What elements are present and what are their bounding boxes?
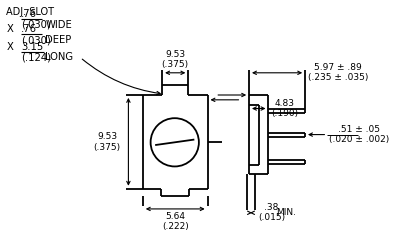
Text: .76: .76 bbox=[21, 24, 37, 34]
Text: 9.53
(.375): 9.53 (.375) bbox=[162, 49, 189, 69]
Text: LONG: LONG bbox=[45, 52, 74, 62]
Text: X: X bbox=[7, 42, 14, 52]
Text: ADJ. SLOT: ADJ. SLOT bbox=[6, 7, 54, 17]
Text: (.030): (.030) bbox=[21, 20, 51, 30]
Text: 9.53
(.375): 9.53 (.375) bbox=[94, 132, 121, 152]
Text: MIN.: MIN. bbox=[276, 208, 296, 217]
Text: 4.83
(.190): 4.83 (.190) bbox=[271, 99, 298, 118]
Text: DEEP: DEEP bbox=[45, 35, 72, 45]
Text: (.030): (.030) bbox=[21, 35, 51, 45]
Text: 5.64
(.222): 5.64 (.222) bbox=[162, 212, 189, 231]
Text: .51 ± .05
(.020 ± .002): .51 ± .05 (.020 ± .002) bbox=[329, 125, 390, 144]
Text: WIDE: WIDE bbox=[45, 19, 72, 30]
Text: .76: .76 bbox=[21, 9, 37, 19]
Text: 3.15: 3.15 bbox=[21, 42, 44, 52]
Text: .38
(.015): .38 (.015) bbox=[258, 203, 285, 222]
Text: (.124): (.124) bbox=[21, 53, 51, 62]
Text: X: X bbox=[7, 24, 14, 34]
Text: 5.97 ± .89
(.235 ± .035): 5.97 ± .89 (.235 ± .035) bbox=[308, 63, 368, 82]
